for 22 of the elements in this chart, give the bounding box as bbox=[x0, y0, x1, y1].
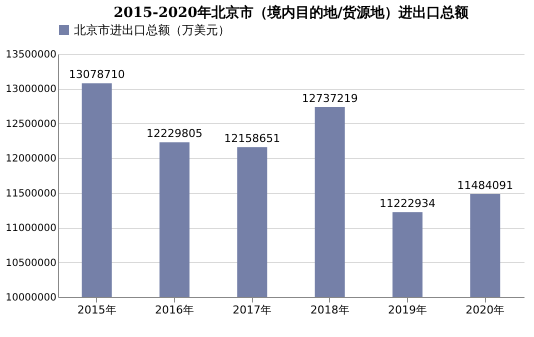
x-tick-label: 2015年 bbox=[77, 304, 116, 316]
x-tick-label: 2016年 bbox=[155, 304, 194, 316]
x-tick-label: 2020年 bbox=[466, 304, 505, 316]
data-label: 11222934 bbox=[380, 197, 436, 210]
legend-label: 北京市进出口总额（万美元） bbox=[74, 23, 230, 37]
x-tick-label: 2017年 bbox=[232, 304, 272, 316]
y-tick-label: 10500000 bbox=[6, 258, 56, 269]
data-label: 12158651 bbox=[224, 132, 280, 146]
data-label: 12229805 bbox=[146, 127, 202, 140]
y-tick-label: 11500000 bbox=[6, 188, 56, 200]
data-label: 12737219 bbox=[302, 92, 358, 105]
y-tick-label: 10000000 bbox=[6, 292, 56, 304]
data-label: 11484091 bbox=[457, 178, 514, 192]
y-tick-label: 12500000 bbox=[6, 118, 56, 130]
y-tick-label: 11000000 bbox=[6, 223, 56, 234]
y-tick-label: 13000000 bbox=[6, 84, 56, 96]
chart-title: 2015-2020年北京市（境内目的地/货源地）进出口总额 bbox=[114, 4, 470, 21]
x-tick-label: 2019年 bbox=[388, 304, 427, 316]
y-tick-label: 12000000 bbox=[6, 154, 56, 165]
data-label: 13078710 bbox=[68, 68, 125, 82]
y-tick-label: 13500000 bbox=[6, 50, 56, 60]
x-tick-label: 2018年 bbox=[310, 304, 350, 316]
